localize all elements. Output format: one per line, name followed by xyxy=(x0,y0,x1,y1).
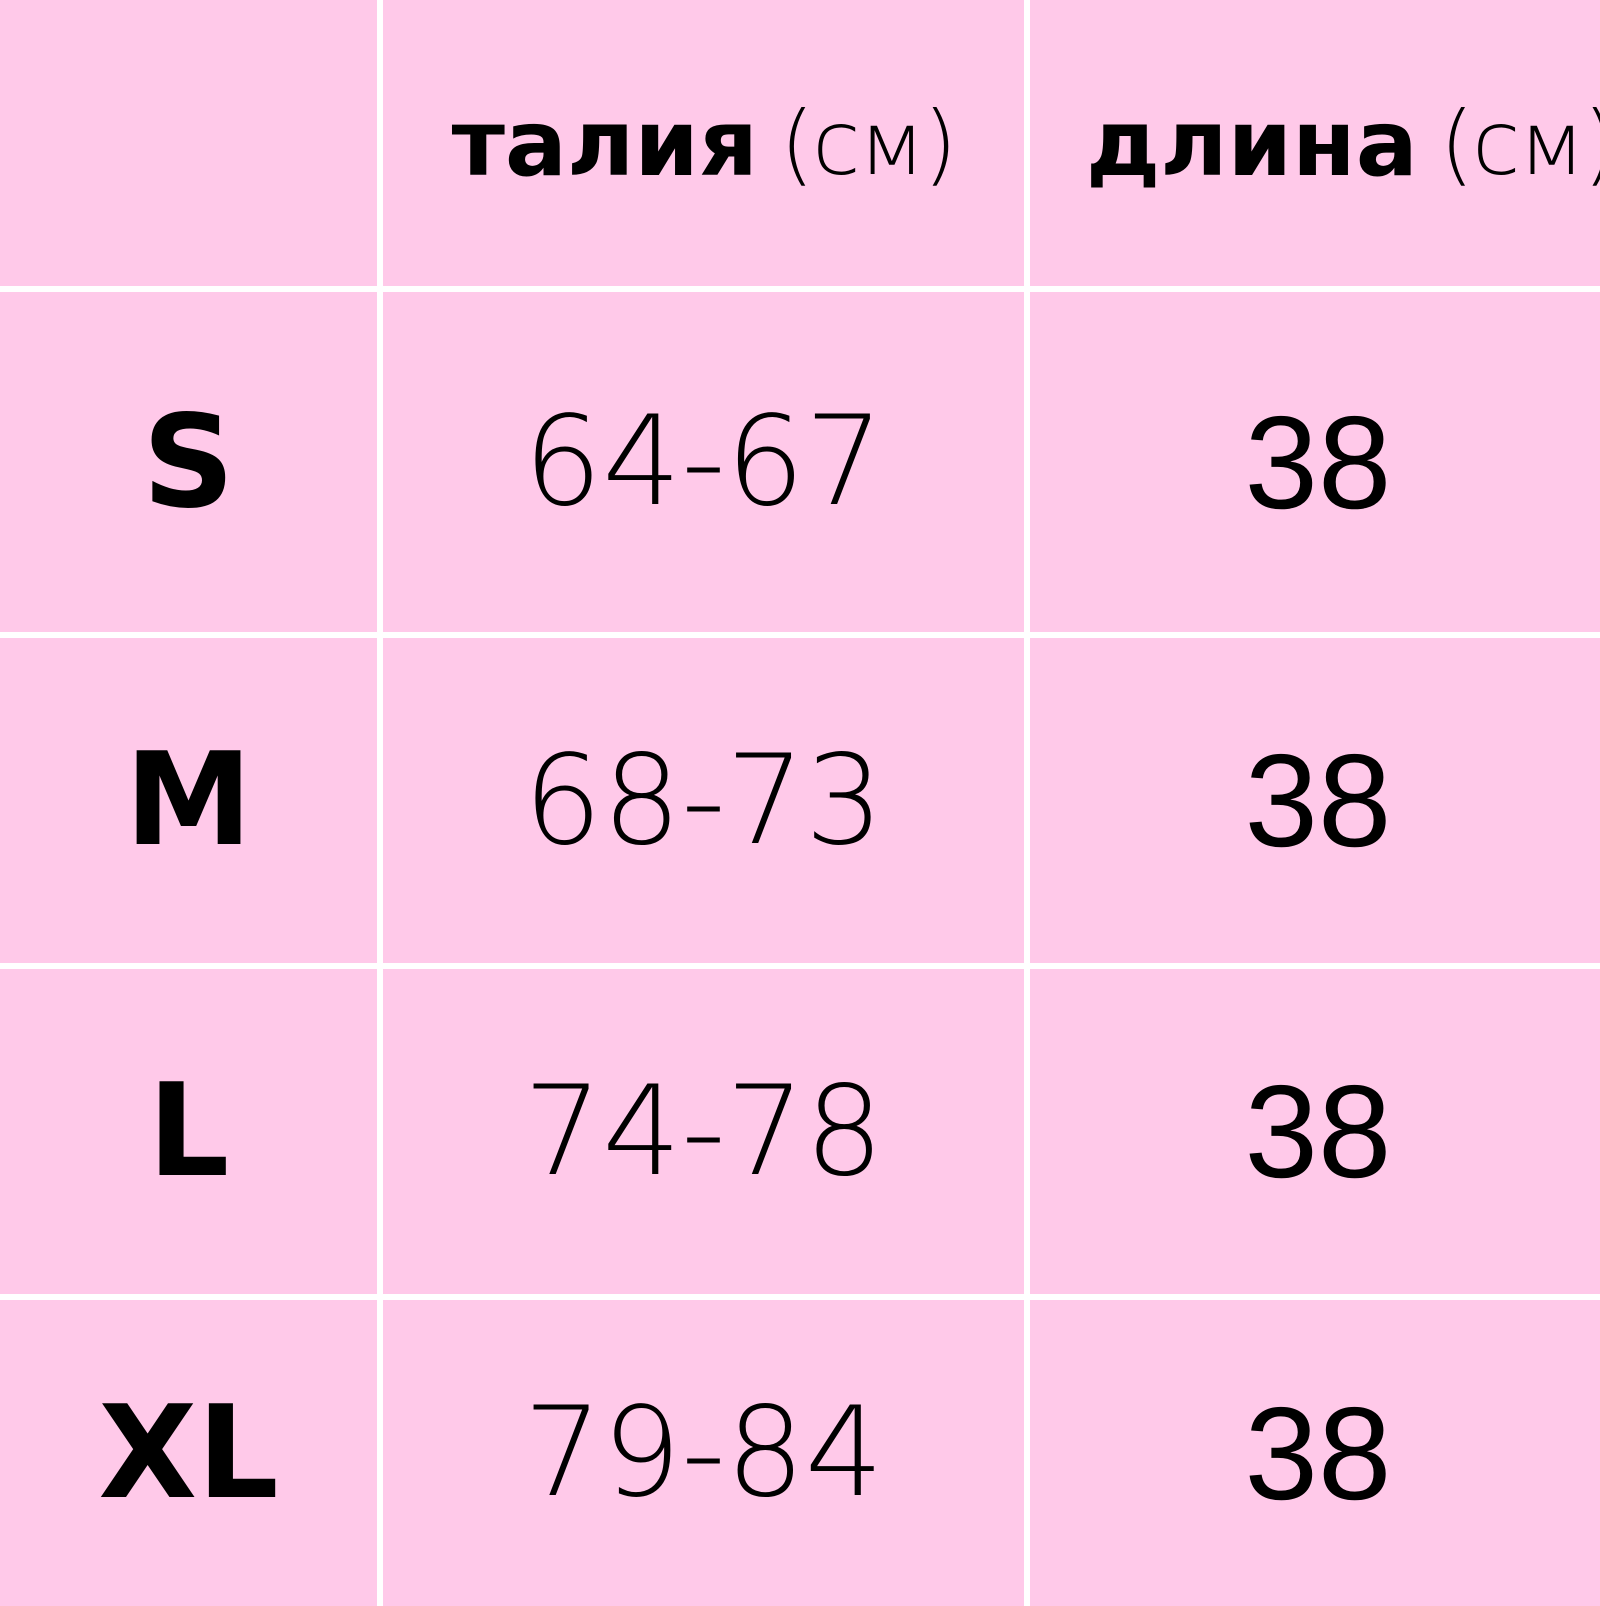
row-length-xl: 38 xyxy=(1030,1300,1600,1606)
header-waist-label: талия xyxy=(451,89,758,197)
header-corner-cell xyxy=(0,0,377,286)
row-length-l: 38 xyxy=(1030,969,1600,1294)
row-size-s: S xyxy=(0,292,377,632)
row-waist-s: 64-67 xyxy=(383,292,1024,632)
header-waist: талия (см) xyxy=(383,0,1024,286)
row-waist-l: 74-78 xyxy=(383,969,1024,1294)
header-length-label: длина xyxy=(1086,89,1418,197)
row-length-s: 38 xyxy=(1030,292,1600,632)
header-waist-unit: (см) xyxy=(779,91,957,195)
header-length: длина (см) xyxy=(1030,0,1600,286)
row-length-m: 38 xyxy=(1030,638,1600,963)
row-size-l: L xyxy=(0,969,377,1294)
row-waist-m: 68-73 xyxy=(383,638,1024,963)
header-length-unit: (см) xyxy=(1439,91,1600,195)
row-size-xl: XL xyxy=(0,1300,377,1606)
row-waist-xl: 79-84 xyxy=(383,1300,1024,1606)
row-size-m: M xyxy=(0,638,377,963)
